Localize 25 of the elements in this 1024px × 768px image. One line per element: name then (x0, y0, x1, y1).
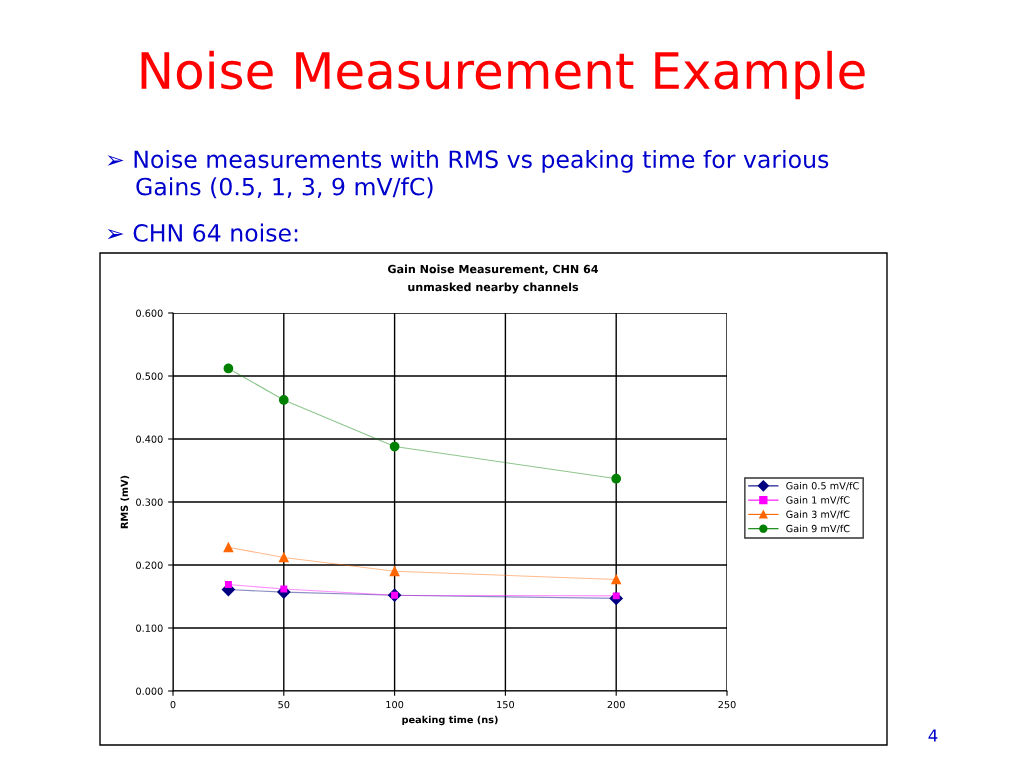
y-tick-label: 0.400 (136, 435, 163, 443)
x-tick-label: 250 (718, 700, 736, 709)
text: ➢ Noise measurements with RMS vs peaking time for various Gains (0.5, 1, 3, 9 mV/fC) (107, 149, 829, 199)
y-tick-label: 0.500 (136, 372, 163, 380)
text: Noise Measurement Example (141, 50, 865, 100)
y-tick-label: 0.600 (136, 309, 163, 317)
legend-label: Gain 1 mV/fC (786, 496, 850, 505)
text: 4 (928, 729, 938, 742)
x-axis-title: peaking time (ns) (402, 715, 498, 726)
x-tick-label: 50 (278, 700, 290, 709)
x-tick-label: 150 (497, 700, 515, 709)
chart-title: Gain Noise Measurement, CHN 64 (388, 264, 599, 275)
y-tick-label: 0.100 (136, 624, 163, 632)
legend-label: Gain 0.5 mV/fC (786, 481, 859, 491)
legend-label: Gain 9 mV/fC (786, 524, 850, 533)
x-tick-label: 0 (170, 700, 176, 709)
legend-label: Gain 3 mV/fC (786, 510, 850, 519)
chart-subtitle: unmasked nearby channels (408, 282, 579, 294)
text: ➢ CHN 64 noise: (107, 223, 298, 242)
x-tick-label: 200 (607, 700, 625, 709)
x-tick-label: 100 (386, 700, 404, 709)
y-tick-label: 0.200 (136, 561, 163, 569)
y-tick-label: 0.300 (136, 498, 163, 506)
y-tick-label: 0.000 (136, 687, 163, 695)
y-axis-title: RMS (mV) (120, 475, 130, 529)
